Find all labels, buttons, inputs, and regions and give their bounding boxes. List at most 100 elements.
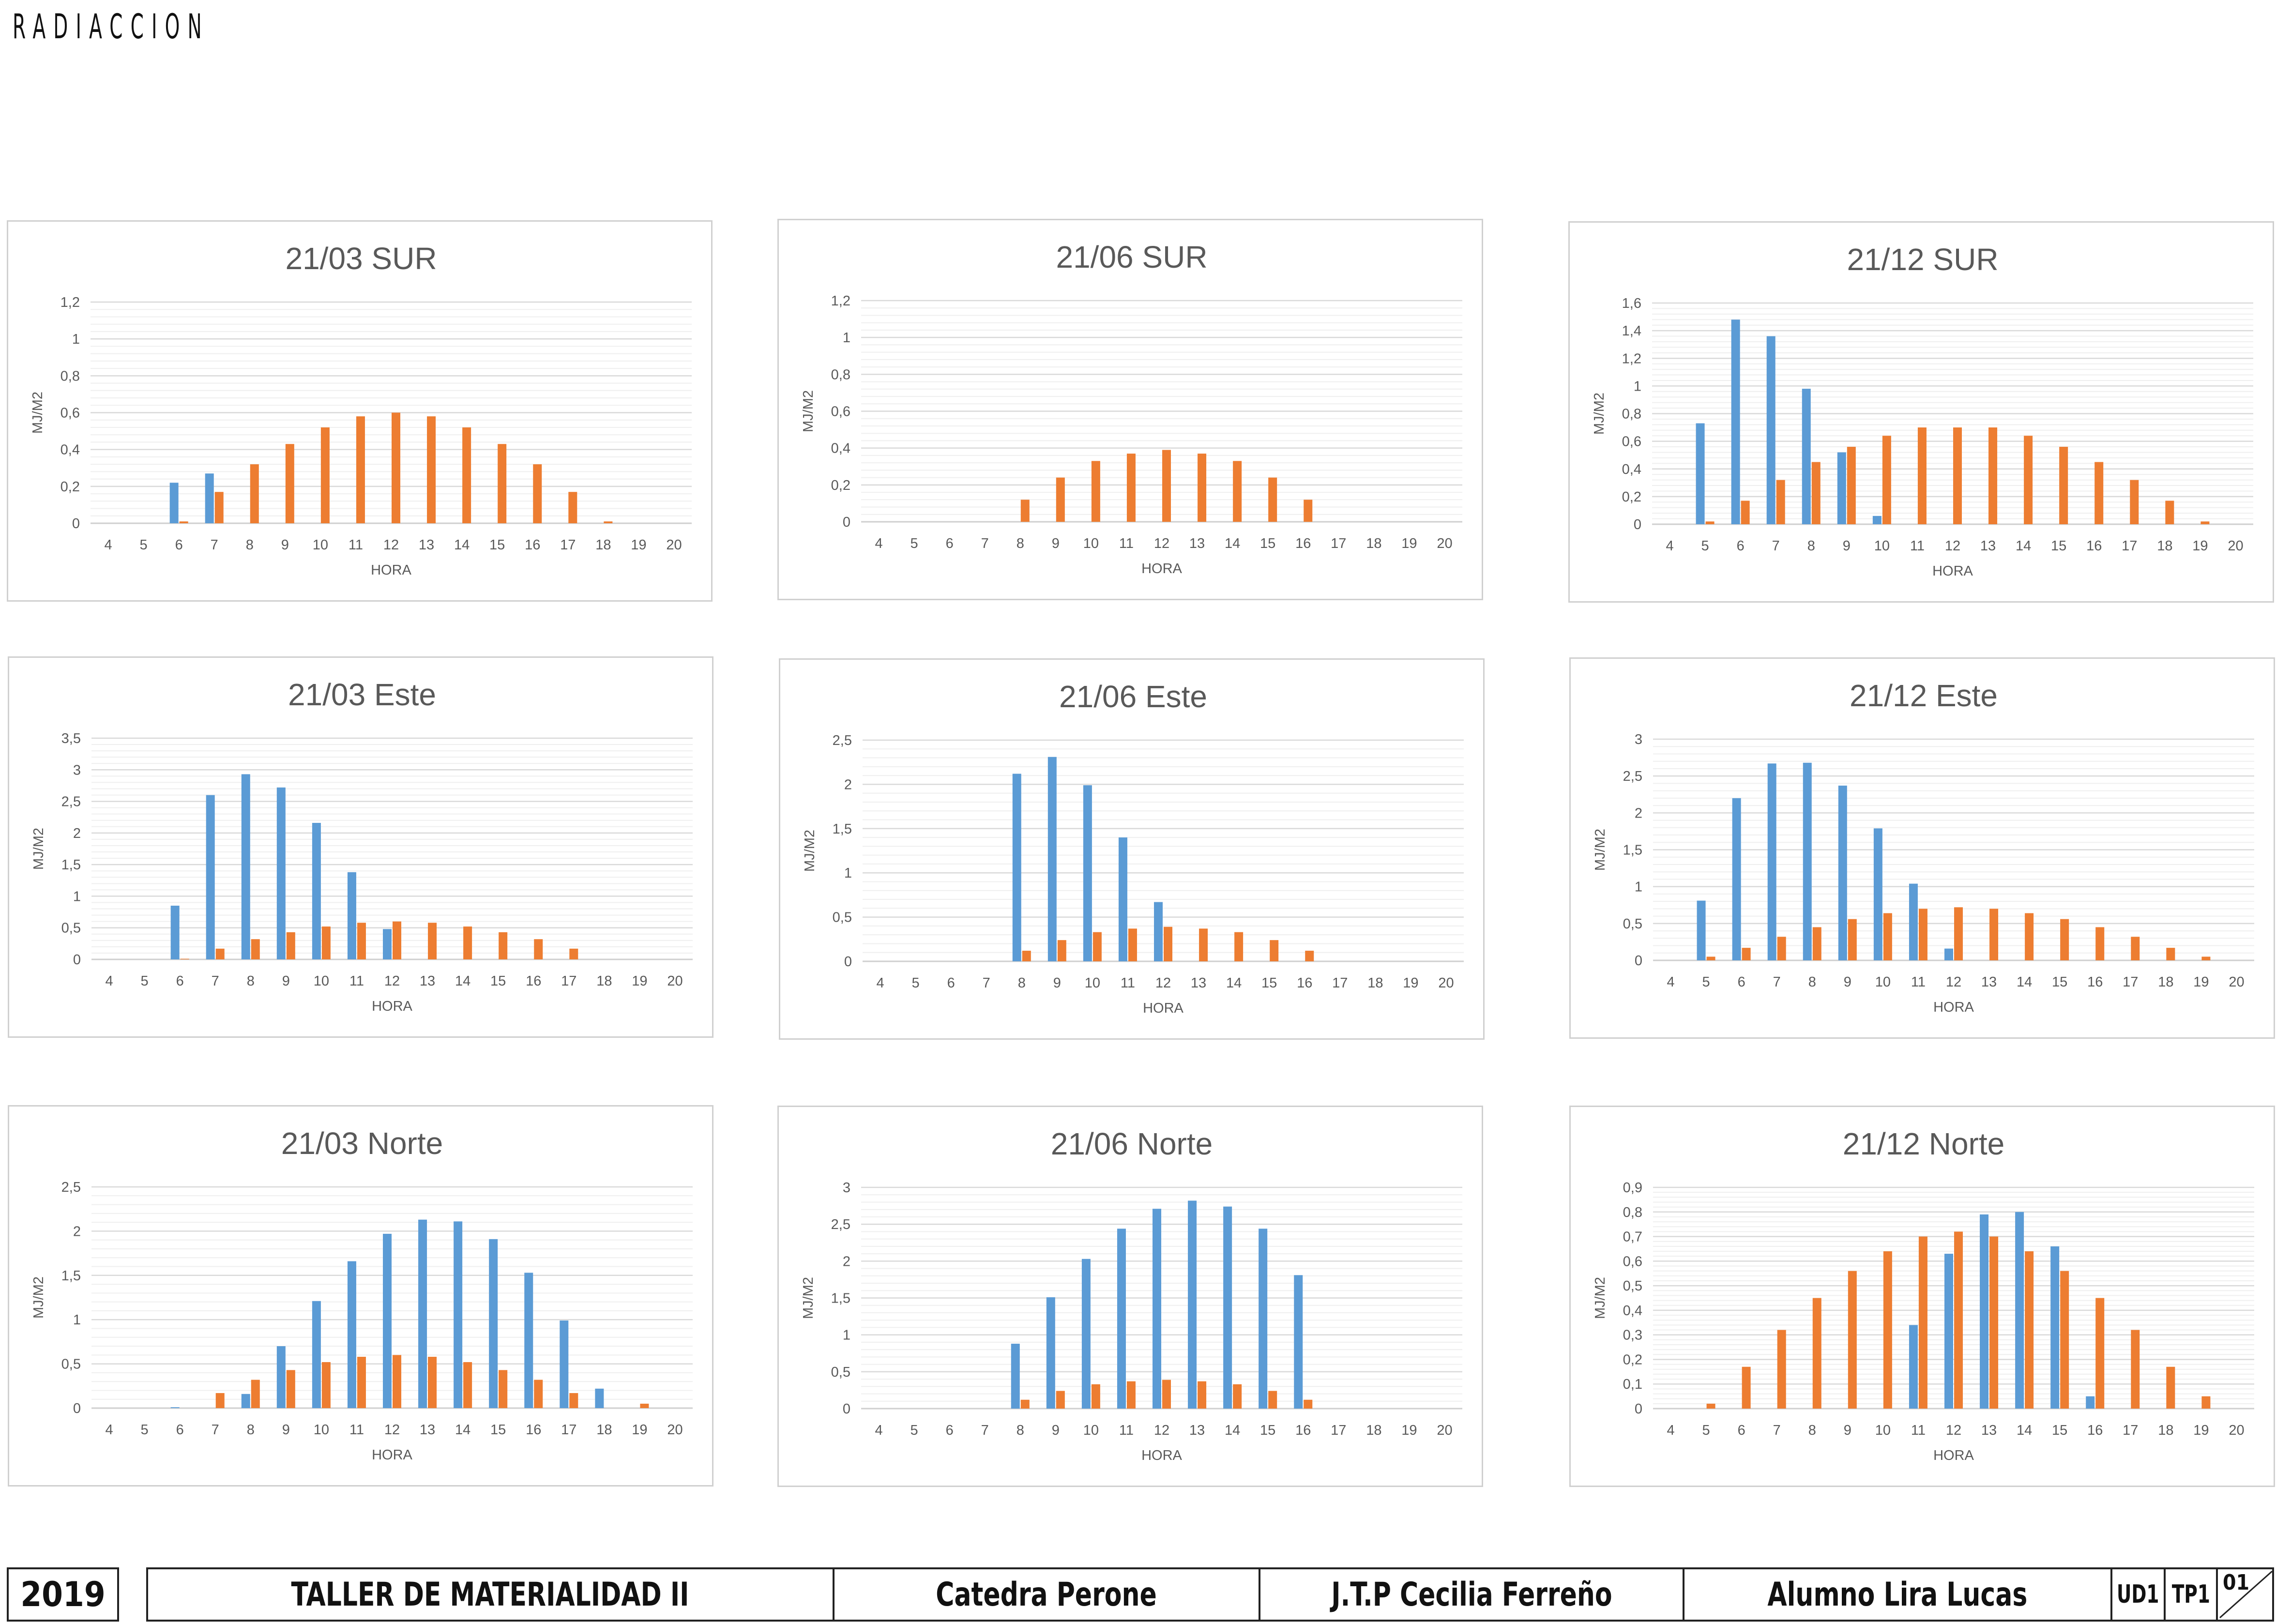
bar-series2: [1092, 932, 1102, 961]
footer-sheet: 01: [2216, 1569, 2272, 1620]
bar-series2: [2094, 462, 2104, 524]
x-tick-label: 6: [946, 1423, 954, 1438]
x-tick-label: 9: [282, 973, 290, 989]
bar-series1: [1259, 1229, 1268, 1409]
bar-series1: [1732, 798, 1741, 960]
bar-series2: [1164, 926, 1172, 961]
bar-series1: [1980, 1214, 1989, 1409]
x-tick-label: 17: [2123, 974, 2138, 990]
bar-series2: [393, 1355, 401, 1408]
y-tick-label: 2,5: [1623, 769, 1642, 784]
footer-chair: Catedra Perone: [833, 1569, 1259, 1620]
bar-series2: [1954, 907, 1963, 960]
x-tick-label: 20: [1438, 975, 1454, 991]
x-tick-label: 14: [455, 1422, 470, 1438]
bar-series1: [1047, 757, 1057, 961]
bar-series1: [1154, 902, 1163, 961]
y-axis-label: MJ/M2: [802, 830, 818, 872]
y-tick-label: 0,5: [61, 921, 81, 936]
y-tick-label: 1,5: [61, 857, 81, 873]
chart-1: 21/06 SUR 0 0,2 0,4 0,6 0,8 1 1,2 4 5 6 7 8 9 10 11 12 13…: [777, 219, 1483, 600]
bar-series1: [1838, 785, 1847, 960]
bar-series2: [499, 932, 508, 959]
x-tick-label: 11: [1910, 538, 1925, 554]
y-tick-label: 0,6: [1623, 1254, 1642, 1269]
x-axis-label: HORA: [371, 562, 411, 578]
bar-series2: [1706, 956, 1715, 960]
footer-jtp-label: J.T.P Cecilia Ferreño: [1331, 1575, 1612, 1614]
bar-series2: [1988, 427, 1998, 524]
x-tick-label: 4: [1667, 1423, 1674, 1438]
footer-chair-label: Catedra Perone: [936, 1575, 1157, 1614]
bar-series2: [2025, 1251, 2034, 1409]
x-tick-label: 17: [1331, 1423, 1346, 1438]
x-tick-label: 20: [667, 973, 683, 989]
x-tick-label: 12: [1154, 1423, 1169, 1438]
bar-series2: [215, 1393, 225, 1408]
bar-series2: [1883, 913, 1892, 960]
bar-series2: [569, 948, 578, 959]
x-tick-label: 16: [526, 973, 541, 989]
x-tick-label: 5: [1702, 974, 1710, 990]
x-tick-label: 16: [1295, 536, 1311, 551]
bar-series2: [2059, 447, 2068, 524]
y-tick-label: 1,5: [1623, 843, 1642, 858]
bar-series2: [534, 1380, 543, 1408]
x-tick-label: 8: [1807, 538, 1815, 554]
bar-series1: [1873, 828, 1882, 960]
y-axis-label: MJ/M2: [801, 390, 816, 432]
sheet-divider-line: [2219, 1570, 2272, 1619]
x-tick-label: 5: [910, 1423, 918, 1438]
y-tick-label: 1,2: [1622, 351, 1641, 366]
x-tick-label: 8: [247, 973, 255, 989]
bar-series2: [1812, 927, 1821, 960]
x-tick-label: 19: [2193, 974, 2209, 990]
bar-series1: [489, 1239, 498, 1408]
x-tick-label: 17: [561, 973, 577, 989]
footer-course-label: TALLER DE MATERIALIDAD II: [291, 1575, 689, 1614]
footer-tp-label: TP1: [2171, 1580, 2210, 1609]
x-tick-label: 11: [349, 537, 363, 553]
chart-svg: 21/06 Este 0 0,5 1 1,5 2 2,5 4 5 6 7 8 9 10 11 12 13 14 15…: [802, 679, 1464, 1016]
y-tick-label: 3: [843, 1180, 850, 1196]
bar-series1: [1944, 948, 1953, 960]
bar-series2: [1020, 500, 1030, 522]
chart-svg: 21/12 SUR 0 0,2 0,4 0,6 0,8 1 1,2 1,4 1,6 4 5 6 7 8 9 10…: [1592, 242, 2253, 579]
x-tick-label: 7: [983, 975, 990, 991]
bar-series2: [2166, 948, 2175, 960]
x-tick-label: 6: [947, 975, 955, 991]
x-tick-label: 16: [1297, 975, 1312, 991]
bar-series1: [1012, 774, 1021, 961]
x-tick-label: 20: [667, 1422, 683, 1438]
chart-6: 21/03 Norte 0 0,5 1 1,5 2 2,5 4 5 6 7 8 9 10 11 12 13 14 1…: [8, 1105, 713, 1487]
x-tick-label: 19: [2193, 1423, 2209, 1438]
x-tick-label: 5: [1701, 538, 1709, 554]
x-tick-label: 11: [1911, 1423, 1926, 1438]
x-tick-label: 5: [141, 1422, 149, 1438]
footer-jtp: J.T.P Cecilia Ferreño: [1259, 1569, 1683, 1620]
bar-series2: [1777, 1330, 1786, 1409]
x-tick-label: 10: [1875, 1423, 1891, 1438]
bar-series2: [2201, 1396, 2211, 1409]
x-tick-label: 10: [314, 1422, 329, 1438]
bar-series2: [2025, 913, 2034, 960]
bar-series2: [640, 1403, 649, 1408]
y-tick-label: 0,6: [1622, 434, 1641, 450]
x-tick-label: 5: [1702, 1423, 1710, 1438]
chart-title: 21/03 Este: [288, 677, 436, 712]
y-tick-label: 1: [73, 1312, 81, 1328]
bar-series2: [1989, 909, 1999, 960]
bar-series2: [286, 932, 295, 959]
bar-series2: [356, 416, 365, 523]
x-tick-label: 13: [1981, 1423, 1997, 1438]
chart-4: 21/06 Este 0 0,5 1 1,5 2 2,5 4 5 6 7 8 9 10 11 12 13 14 15…: [779, 658, 1485, 1040]
y-tick-label: 1: [73, 889, 81, 904]
y-tick-label: 0,8: [61, 368, 80, 384]
y-tick-label: 0,6: [61, 406, 80, 421]
x-tick-label: 5: [910, 536, 918, 551]
x-tick-label: 7: [212, 973, 219, 989]
bar-series2: [1848, 919, 1857, 960]
y-tick-label: 3: [1635, 732, 1642, 747]
y-tick-label: 2,5: [61, 794, 81, 810]
x-tick-label: 9: [1844, 974, 1851, 990]
